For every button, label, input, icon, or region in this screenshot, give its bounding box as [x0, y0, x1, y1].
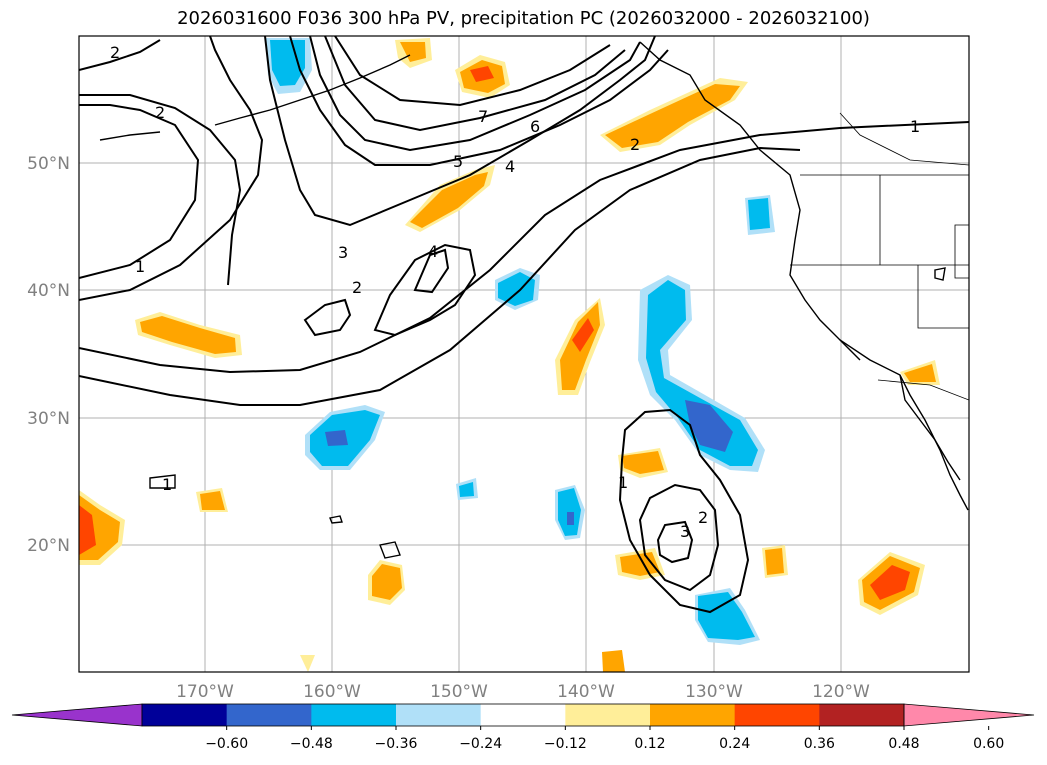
colorbar-tick-label: 0.36 [804, 736, 835, 752]
colorbar-tick-label: −0.12 [544, 736, 587, 752]
lat-label: 40°N [27, 281, 70, 301]
contour-label: 1 [618, 473, 628, 492]
colorbar-extend-low [11, 703, 143, 727]
lon-label: 130°W [685, 682, 743, 702]
colorbar-extend-high [903, 703, 1035, 727]
contour-label: 1 [910, 117, 920, 136]
colorbar: −0.60 −0.48 −0.36 −0.24 −0.12 0.12 0.24 0.36 0.4… [11, 703, 1035, 752]
colorbar-swatch [396, 704, 482, 726]
colorbar-tick-label: −0.60 [205, 736, 248, 752]
lat-label: 50°N [27, 154, 70, 174]
colorbar-swatch [565, 704, 651, 726]
lon-label: 170°W [176, 682, 234, 702]
contour-label: 3 [680, 522, 690, 541]
colorbar-tick-label: 0.48 [888, 736, 919, 752]
lon-label: 160°W [303, 682, 361, 702]
colorbar-tick-label: −0.24 [459, 736, 502, 752]
colorbar-swatch [819, 704, 905, 726]
colorbar-outline [141, 703, 905, 727]
colorbar-swatch [734, 704, 820, 726]
colorbar-swatch [480, 704, 566, 726]
colorbar-tick-label: 0.24 [719, 736, 750, 752]
contour-label: 5 [453, 152, 463, 171]
latitude-labels: 50°N 40°N 30°N 20°N [27, 154, 70, 556]
lat-label: 30°N [27, 409, 70, 429]
colorbar-swatch [226, 704, 312, 726]
contour-label: 2 [155, 103, 165, 122]
map-frame [78, 35, 970, 673]
lon-label: 120°W [812, 682, 870, 702]
contour-label: 6 [530, 117, 540, 136]
colorbar-swatch [142, 704, 228, 726]
colorbar-tick-label: −0.36 [375, 736, 418, 752]
longitude-labels: 170°W 160°W 150°W 140°W 130°W 120°W [176, 682, 870, 702]
contour-label: 2 [698, 508, 708, 527]
colorbar-swatch [311, 704, 397, 726]
coastlines [99, 41, 969, 559]
colorbar-swatch [650, 704, 736, 726]
lon-label: 150°W [430, 682, 488, 702]
colorbar-tick-label: −0.48 [290, 736, 333, 752]
negative-precip-areas [265, 38, 775, 645]
lat-label: 20°N [27, 536, 70, 556]
contour-label: 1 [135, 257, 145, 276]
positive-precip-areas [79, 38, 940, 672]
pv-contours [79, 36, 969, 614]
political-borders [790, 112, 969, 401]
contour-label: 4 [428, 242, 438, 261]
contour-labels: 2 2 1 7 6 5 4 3 4 2 2 1 1 2 3 1 [110, 43, 920, 541]
lon-label: 140°W [557, 682, 615, 702]
colorbar-tick-label: 0.60 [973, 736, 1004, 752]
graticule [79, 36, 969, 672]
map-title: 2026031600 F036 300 hPa PV, precipitatio… [177, 8, 870, 29]
contour-label: 7 [478, 107, 488, 126]
contour-label: 2 [110, 43, 120, 62]
contour-label: 2 [352, 278, 362, 297]
contour-label: 2 [630, 135, 640, 154]
contour-label: 1 [162, 475, 172, 494]
colorbar-tick-label: 0.12 [634, 736, 665, 752]
contour-label: 4 [505, 157, 515, 176]
contour-label: 3 [338, 243, 348, 262]
